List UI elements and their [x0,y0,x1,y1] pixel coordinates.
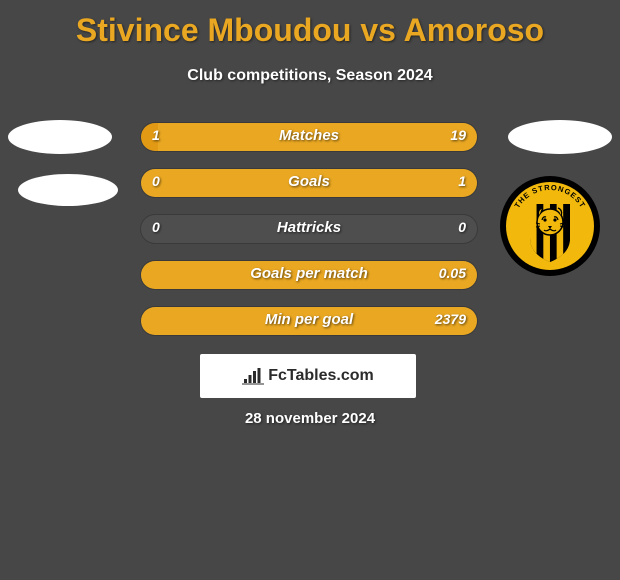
stat-value-right: 0 [458,219,466,235]
player-left-flag-2 [18,174,118,206]
footer-text: FcTables.com [268,367,374,385]
stat-row: Goals0 1 [140,168,478,198]
stat-value-left: 0 [152,219,160,235]
page-title: Stivince Mboudou vs Amoroso [0,0,620,49]
page-subtitle: Club competitions, Season 2024 [0,67,620,85]
footer-attribution: FcTables.com [200,354,416,398]
bar-chart-icon [242,367,264,385]
stat-label: Goals [140,173,478,190]
stat-label: Matches [140,127,478,144]
stat-label: Min per goal [140,311,478,328]
stat-value-right: 19 [450,127,466,143]
stat-label: Hattricks [140,219,478,236]
stat-row: Min per goal2379 [140,306,478,336]
stat-row: Matches1 19 [140,122,478,152]
stat-row: Hattricks0 0 [140,214,478,244]
stat-row: Goals per match0.05 [140,260,478,290]
player-right-flag-1 [508,120,612,154]
stat-value-right: 0.05 [439,265,466,281]
date-text: 28 november 2024 [0,410,620,427]
stat-value-right: 2379 [435,311,466,327]
stats-area: Matches119Goals01Hattricks00Goals per ma… [140,122,478,352]
stat-value-left: 0 [152,173,160,189]
club-badge-right: THE STRONGEST [500,176,600,276]
player-left-flag-1 [8,120,112,154]
stat-value-left: 1 [152,127,160,143]
stat-label: Goals per match [140,265,478,282]
stat-value-right: 1 [458,173,466,189]
